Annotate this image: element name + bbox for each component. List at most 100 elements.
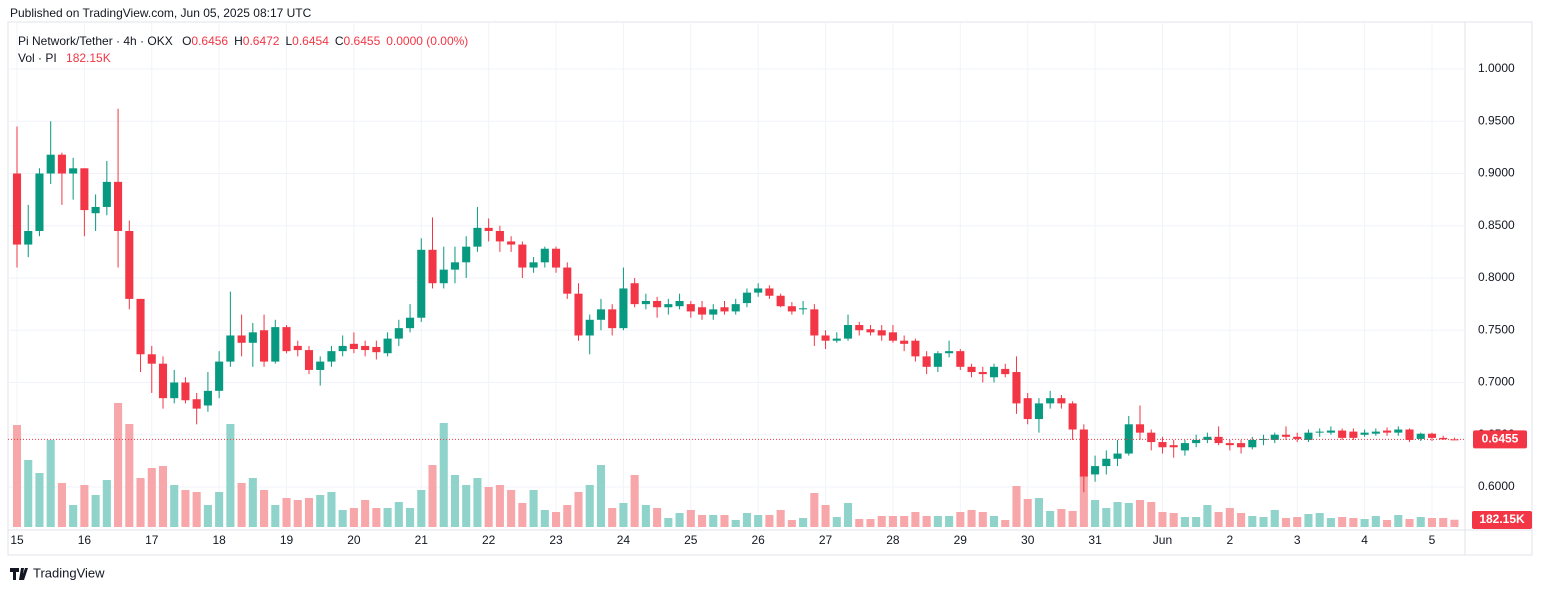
candle-body	[776, 295, 785, 307]
candle-body	[1383, 430, 1392, 433]
candle-body	[832, 338, 841, 341]
volume-bar	[1281, 518, 1291, 527]
volume-bar	[80, 485, 89, 527]
volume-bar	[810, 493, 819, 527]
volume-bar	[1068, 511, 1077, 527]
volume-bar	[1113, 502, 1122, 527]
volume-bar	[1225, 508, 1234, 527]
volume-bar	[596, 465, 606, 527]
candle-body	[1023, 398, 1032, 420]
candle-body	[473, 227, 482, 247]
volume-bar	[125, 424, 134, 527]
candle-body	[91, 206, 100, 214]
volume-bar	[664, 518, 673, 527]
x-tick-label: 20	[347, 533, 361, 547]
x-tick-label: 15	[10, 533, 24, 547]
volume-bar	[417, 490, 426, 527]
volume-bar	[675, 513, 684, 527]
x-tick-label: 25	[684, 533, 698, 547]
candle-body	[843, 325, 853, 339]
candle-body	[900, 340, 909, 344]
y-tick-label: 0.7500	[1478, 322, 1515, 336]
volume-bar	[653, 508, 662, 527]
candle-body	[989, 366, 999, 378]
legend-key: C	[335, 34, 344, 48]
candle-body	[1270, 434, 1279, 440]
candle-body	[260, 330, 269, 362]
candle-body	[653, 300, 662, 308]
volume-legend: Vol · PI 182.15K	[18, 51, 111, 65]
candle-body	[158, 363, 168, 399]
axes: 0.60000.65000.70000.75000.80000.85000.90…	[8, 61, 1532, 547]
candle-body	[24, 230, 33, 245]
candle-body	[406, 317, 415, 329]
candle-body	[720, 307, 729, 312]
volume-bar	[394, 502, 403, 527]
candle-body	[114, 181, 123, 231]
volume-bar	[338, 510, 347, 527]
volume-bar	[787, 520, 796, 527]
volume-bar	[1102, 508, 1111, 527]
volume-bar	[832, 517, 841, 527]
candle-body	[282, 327, 291, 352]
candle-body	[1338, 430, 1347, 438]
last-price-box	[1473, 430, 1527, 449]
x-tick-label: 30	[1021, 533, 1035, 547]
candle-body	[765, 288, 774, 296]
volume-bar	[888, 516, 897, 527]
candle-body	[1214, 436, 1223, 444]
volume-bar	[742, 513, 751, 527]
candle-body	[495, 230, 504, 242]
volume-bar	[484, 487, 493, 527]
candle-body	[821, 335, 830, 341]
x-tick-label: 18	[212, 533, 226, 547]
volume-bar	[372, 508, 381, 527]
candle-body	[574, 293, 583, 336]
volume-bar	[428, 465, 437, 527]
candle-body	[361, 345, 370, 351]
volume-bar	[1338, 517, 1347, 527]
candle-body	[327, 351, 336, 362]
volume-bar	[551, 512, 561, 527]
candle-body	[1427, 433, 1437, 438]
grid	[8, 22, 1465, 530]
candle-body	[1259, 438, 1268, 440]
x-tick-label: 28	[886, 533, 900, 547]
volume-bar	[1135, 500, 1145, 527]
chart-frame	[7, 21, 1533, 556]
volume-bar	[271, 505, 280, 527]
volume-bar	[697, 515, 707, 527]
candle-body	[1113, 453, 1122, 459]
legend-value: 0.6455	[344, 34, 381, 48]
candle-body	[1326, 430, 1335, 433]
legend-value: 0.6454	[292, 34, 329, 48]
candle-body	[1034, 403, 1043, 420]
candle-body	[1394, 429, 1403, 433]
volume-bar	[911, 512, 920, 527]
x-tick-label: 19	[280, 533, 294, 547]
x-tick-label: 4	[1361, 533, 1368, 547]
candle-body	[1057, 398, 1066, 404]
legend-value: 0.6456	[191, 34, 228, 48]
candle-body	[1135, 424, 1145, 433]
volume-bar	[630, 475, 639, 527]
volume-bar	[709, 515, 718, 527]
volume-bar	[1180, 517, 1189, 527]
candle-body	[1158, 442, 1167, 448]
volume-bar	[1371, 516, 1380, 527]
candle-body	[35, 173, 44, 231]
volume-bar	[1214, 512, 1223, 527]
candle-body	[641, 300, 650, 305]
volume-title: Vol · PI	[18, 51, 57, 65]
volume-bar	[641, 505, 650, 527]
volume-bar	[843, 503, 853, 527]
volume-bar	[1158, 512, 1167, 527]
volume-bar	[1450, 519, 1459, 527]
volume-bar	[1326, 518, 1335, 527]
volume-bar	[495, 485, 504, 527]
candle-body	[1091, 466, 1100, 475]
volume-bar	[540, 510, 549, 527]
volume-bar	[1416, 517, 1425, 527]
candle-body	[349, 343, 358, 350]
candle-body	[529, 262, 538, 268]
